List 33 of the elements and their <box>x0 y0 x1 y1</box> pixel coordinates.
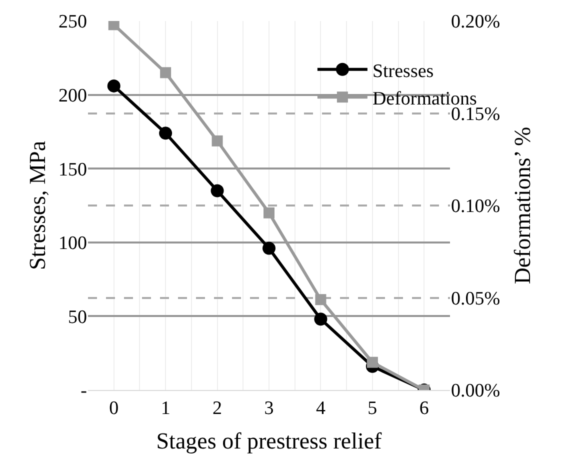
y-tick-label: 150 <box>58 159 87 180</box>
y-tick-label: 50 <box>68 306 87 328</box>
x-tick-label: 5 <box>368 398 378 419</box>
point <box>107 79 120 92</box>
x-tick-label: 1 <box>160 398 170 419</box>
y2-tick-label: 0.05% <box>451 288 500 310</box>
y-axis-title: Stresses, MPa <box>24 140 50 270</box>
x-tick-label: 6 <box>419 398 429 419</box>
x-axis-title: Stages of prestress relief <box>156 428 382 454</box>
y2-axis-title: Deformations’ % <box>510 126 535 284</box>
point <box>212 135 223 146</box>
x-tick-label: 4 <box>316 398 326 419</box>
point <box>108 21 120 30</box>
point <box>366 356 378 368</box>
y2-tick-label: 0.15% <box>451 104 500 125</box>
y-tick-label: 100 <box>58 233 87 254</box>
y-tick-label: - <box>80 380 87 402</box>
point <box>210 184 224 198</box>
point <box>314 312 328 326</box>
y2-tick-label: 0.10% <box>451 196 500 218</box>
point <box>264 207 274 218</box>
y-tick-label: 200 <box>58 85 87 106</box>
x-tick-label: 3 <box>264 398 274 419</box>
x-tick-label: 0 <box>109 398 119 419</box>
point <box>262 242 276 255</box>
x-tick-label: 2 <box>212 398 222 419</box>
y2-tick-label: 0.20% <box>451 12 500 33</box>
y-tick-label: 250 <box>58 12 87 33</box>
legend-label: Stresses <box>372 60 434 82</box>
point <box>159 126 172 140</box>
y2-tick-label: 0.00% <box>451 380 500 402</box>
point <box>160 67 172 78</box>
point <box>315 294 326 306</box>
